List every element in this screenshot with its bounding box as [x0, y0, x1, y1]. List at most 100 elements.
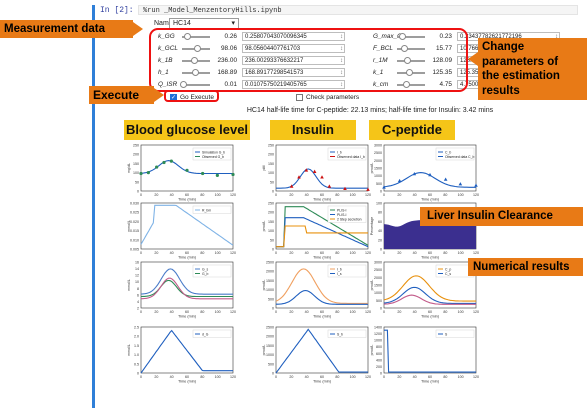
y-tick-label: 100	[133, 171, 139, 175]
x-tick-label: 120	[230, 310, 236, 314]
observed-point	[304, 168, 309, 172]
param-slider-handle[interactable]	[184, 33, 192, 40]
x-tick-label: 20	[289, 310, 293, 314]
param-value-field[interactable]: 98.05604407761703	[242, 44, 345, 53]
param-name: k_cm	[373, 81, 389, 88]
x-tick-label: 20	[289, 251, 293, 255]
x-axis-label: Time (min)	[421, 198, 440, 202]
legend-box	[327, 264, 367, 278]
param-slider-handle[interactable]	[398, 33, 406, 40]
param-slider-value: 128.09	[432, 57, 452, 64]
param-value-field[interactable]: 168.89177298541573	[242, 68, 345, 77]
check-parameters-checkbox[interactable]	[296, 94, 303, 101]
y-tick-label: 250	[268, 144, 274, 148]
param-slider-handle[interactable]	[406, 69, 413, 76]
x-tick-label: 60	[428, 193, 432, 197]
param-slider-handle[interactable]	[179, 81, 187, 88]
x-tick-label: 0	[140, 193, 142, 197]
param-slider[interactable]	[182, 33, 210, 40]
param-slider-handle[interactable]	[192, 69, 200, 76]
change-parameters-annotation: Change parameters of the estimation resu…	[478, 38, 587, 100]
x-axis-label: Time (min)	[313, 256, 332, 260]
y-tick-label: 0.020	[130, 220, 139, 224]
y-tick-label: 4	[137, 300, 139, 304]
y-tick-label: 2500	[266, 326, 274, 330]
half-life-text: HC14 half-life time for C-peptide: 22.13…	[246, 107, 494, 114]
change-line-2: parameters of	[482, 55, 559, 68]
param-slider[interactable]	[397, 33, 425, 40]
param-name: k_GCL	[158, 45, 178, 52]
x-tick-label: 20	[154, 251, 158, 255]
param-slider[interactable]	[179, 81, 210, 88]
param-name: Q_ISR	[158, 81, 178, 88]
x-tick-label: 120	[230, 193, 236, 197]
y-tick-label: 0	[380, 190, 382, 194]
legend-box	[192, 147, 232, 161]
x-tick-label: 0	[383, 310, 385, 314]
observed-point	[397, 178, 402, 183]
cpeptide-column-header: C-peptide	[369, 120, 455, 140]
y-tick-label: 0.015	[130, 229, 139, 233]
cell-selection-bar	[92, 5, 95, 408]
x-tick-label: 60	[428, 310, 432, 314]
legend-label: S_b	[337, 332, 343, 336]
x-tick-label: 40	[413, 251, 417, 255]
legend-label: 2 Step secretion	[337, 217, 362, 221]
x-axis-label: Time (min)	[313, 380, 332, 384]
param-slider-handle[interactable]	[401, 45, 409, 52]
y-tick-label: 1000	[374, 339, 382, 343]
series-line	[140, 268, 233, 295]
param-value-field[interactable]: 0.25807043070096345	[242, 32, 345, 41]
series-line	[275, 268, 368, 304]
param-slider[interactable]	[182, 69, 210, 76]
param-value-field[interactable]: 0.01075750219405765	[242, 80, 345, 89]
param-slider[interactable]	[397, 81, 425, 88]
y-axis-label: pmol/L	[370, 345, 374, 356]
param-row-0-0: k_GG 0.26 0.25807043070096345	[158, 32, 348, 42]
legend-label: I_b	[337, 267, 342, 271]
y-tick-label: 1000	[374, 291, 382, 295]
y-tick-label: 400	[376, 358, 382, 362]
param-slider[interactable]	[397, 69, 425, 76]
param-slider[interactable]	[397, 45, 425, 52]
param-slider-handle[interactable]	[403, 81, 411, 88]
y-axis-label: pmol/L	[262, 280, 266, 291]
code-input[interactable]: %run _Model_MenzentoryHills.ipynb	[138, 5, 578, 15]
series-line	[140, 204, 234, 246]
x-tick-label: 0	[140, 310, 142, 314]
param-slider-handle[interactable]	[404, 57, 412, 64]
series-line	[383, 286, 476, 304]
legend-label: Simulation G_b	[202, 150, 225, 154]
param-slider[interactable]	[182, 45, 210, 52]
x-tick-label: 60	[185, 375, 189, 379]
observed-point	[201, 171, 205, 176]
observed-point	[327, 184, 332, 188]
y-tick-label: 250	[268, 202, 274, 206]
x-tick-label: 40	[170, 251, 174, 255]
x-tick-label: 40	[413, 375, 417, 379]
param-slider-handle[interactable]	[190, 57, 198, 64]
x-tick-label: 80	[335, 375, 339, 379]
series-line	[383, 275, 476, 302]
x-tick-label: 0	[383, 375, 385, 379]
y-tick-label: 80	[378, 211, 382, 215]
numerical-results-annotation: Numerical results	[468, 258, 583, 276]
param-slider-handle[interactable]	[193, 45, 201, 52]
x-tick-label: 20	[154, 193, 158, 197]
check-parameters-row[interactable]: Check parameters	[296, 94, 359, 101]
x-tick-label: 120	[365, 193, 371, 197]
param-value-field[interactable]: 236.00293376632217	[242, 56, 345, 65]
x-tick-label: 120	[365, 375, 371, 379]
y-tick-label: 200	[268, 211, 274, 215]
change-line-4: results	[482, 84, 520, 97]
x-tick-label: 20	[397, 251, 401, 255]
param-slider[interactable]	[182, 57, 210, 64]
x-tick-label: 80	[443, 251, 447, 255]
param-slider[interactable]	[397, 57, 425, 64]
y-tick-label: 0.010	[130, 238, 139, 242]
param-slider-value: 236.00	[217, 57, 237, 64]
x-tick-label: 60	[185, 251, 189, 255]
x-axis-label: Time (min)	[421, 315, 440, 319]
